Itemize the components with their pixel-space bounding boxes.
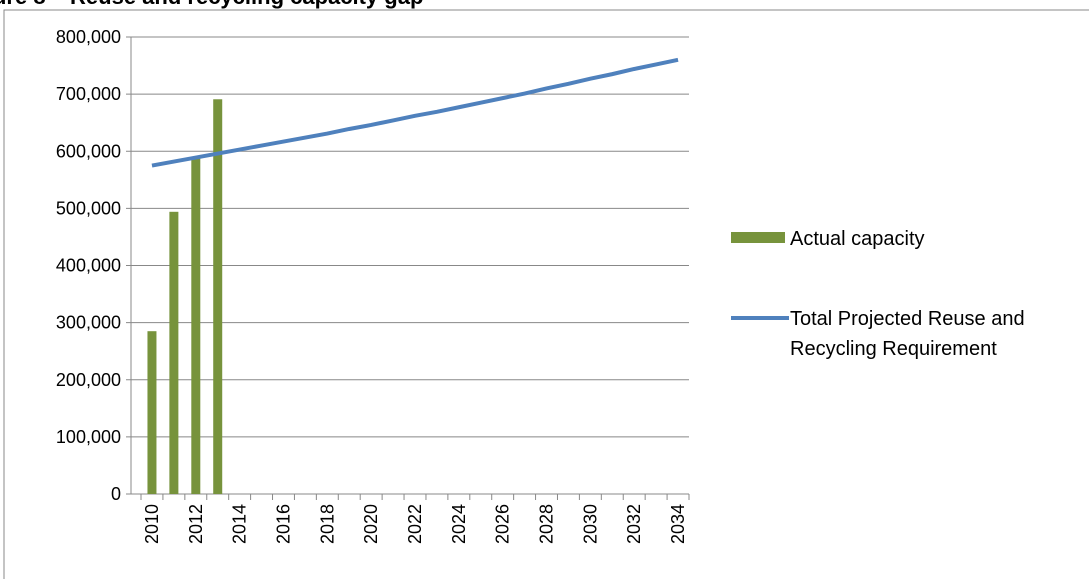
line — [151, 57, 679, 168]
x-tick-label: 2010 — [142, 504, 162, 544]
x-tick-label: 2020 — [361, 504, 381, 544]
bar — [191, 156, 201, 494]
bar — [169, 211, 179, 495]
y-tick-label: 400,000 — [56, 256, 121, 276]
y-tick-label: 300,000 — [56, 313, 121, 333]
x-tick-label: 2022 — [405, 504, 425, 544]
bar — [147, 331, 157, 494]
x-tick-label: 2028 — [537, 504, 557, 544]
y-tick-label: 600,000 — [56, 141, 121, 161]
x-tick-label: 2032 — [624, 504, 644, 544]
legend-label: Actual capacity — [790, 228, 925, 250]
x-tick-label: 2026 — [493, 504, 513, 544]
y-tick-label: 0 — [111, 484, 121, 504]
y-tick-label: 800,000 — [56, 27, 121, 47]
chart-frame — [3, 9, 1089, 579]
bar — [213, 99, 223, 495]
legend-label: Total Projected Reuse and Recycling Requ… — [790, 308, 1025, 360]
x-tick-label: 2014 — [230, 504, 250, 544]
x-tick-label: 2024 — [449, 504, 469, 544]
x-tick-label: 2030 — [580, 504, 600, 544]
x-tick-label: 2016 — [273, 504, 293, 544]
y-tick-label: 700,000 — [56, 84, 121, 104]
chart-title: Figure 8 – Reuse and recycling capacity … — [0, 0, 423, 9]
x-tick-label: 2018 — [317, 504, 337, 544]
y-tick-label: 100,000 — [56, 427, 121, 447]
y-tick-label: 200,000 — [56, 370, 121, 390]
legend-swatch — [731, 232, 785, 243]
y-tick-label: 500,000 — [56, 198, 121, 218]
x-tick-label: 2012 — [186, 504, 206, 544]
x-tick-label: 2034 — [668, 504, 688, 544]
